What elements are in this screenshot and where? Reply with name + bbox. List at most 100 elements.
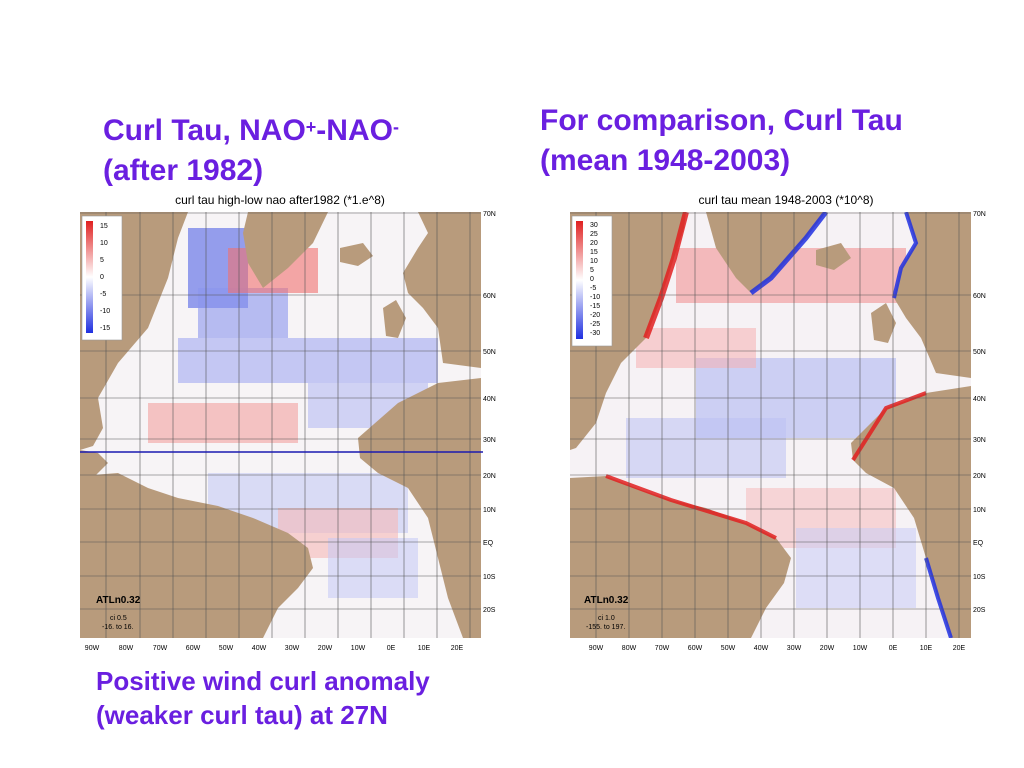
legend-label: -15 xyxy=(590,303,600,310)
lon-label: 20E xyxy=(953,645,966,652)
left-panel-heading: Curl Tau, NAO+-NAO- (after 1982) xyxy=(103,111,463,191)
lat-label: 70N xyxy=(483,211,496,218)
superscript-plus: + xyxy=(305,117,317,137)
legend-label: -30 xyxy=(590,330,600,337)
legend-label: 10 xyxy=(590,258,598,265)
lon-label: 20E xyxy=(451,645,464,652)
lat-label: 60N xyxy=(483,293,496,300)
british-isles-land xyxy=(871,303,896,343)
legend-label: 15 xyxy=(590,249,598,256)
left-map-legend: 15 10 5 0 -5 -10 -15 xyxy=(81,215,123,341)
europe-land xyxy=(403,212,481,368)
model-label: ATLn0.32 xyxy=(584,595,629,606)
africa-land xyxy=(358,378,481,638)
caption-line2: (weaker curl tau) at 27N xyxy=(96,700,388,730)
lon-label: 10E xyxy=(920,645,933,652)
greenland-land xyxy=(706,212,826,293)
south-america-land xyxy=(570,476,791,638)
legend-label: 0 xyxy=(590,276,594,283)
lon-label: 80W xyxy=(119,645,134,652)
lon-label: 70W xyxy=(655,645,670,652)
legend-label: 25 xyxy=(590,231,598,238)
right-map-field xyxy=(570,212,971,638)
right-map-title: curl tau mean 1948-2003 (*10^8) xyxy=(698,193,873,207)
lat-label: 10N xyxy=(483,507,496,514)
model-label: ATLn0.32 xyxy=(96,595,141,606)
bottom-caption: Positive wind curl anomaly (weaker curl t… xyxy=(96,664,496,732)
lon-label: 80W xyxy=(622,645,637,652)
heading-subtext: (after 1982) xyxy=(103,154,264,187)
negative-coastal-band xyxy=(924,557,953,638)
lat-label: 30N xyxy=(973,437,986,444)
heading-text-nao: -NAO xyxy=(316,114,393,147)
heading-text: Curl Tau, NAO xyxy=(103,114,306,147)
lat-label: 20S xyxy=(483,607,496,614)
legend-label: -5 xyxy=(590,285,596,292)
lon-label: 90W xyxy=(85,645,100,652)
lon-label: 90W xyxy=(589,645,604,652)
lat-label: 20N xyxy=(973,473,986,480)
right-map-grid xyxy=(570,212,971,638)
legend-label: 20 xyxy=(590,240,598,247)
left-map-svg: curl tau high-low nao after1982 (*1.e^8) xyxy=(80,193,496,652)
range-label: -16. to 16. xyxy=(102,624,134,631)
positive-anomaly-patch xyxy=(148,403,298,443)
legend-label: 0 xyxy=(100,274,104,281)
left-lat-labels: 70N 60N 50N 40N 30N 20N 10N EQ 10S 20S xyxy=(483,211,496,614)
heading-subtext: (mean 1948-2003) xyxy=(540,144,791,177)
lon-label: 40W xyxy=(754,645,769,652)
lon-label: 30W xyxy=(285,645,300,652)
lat-label: 60N xyxy=(973,293,986,300)
left-map-title: curl tau high-low nao after1982 (*1.e^8) xyxy=(175,193,385,207)
left-map-field xyxy=(80,212,481,638)
lat-label: 40N xyxy=(483,396,496,403)
legend-label: -10 xyxy=(100,308,110,315)
legend-label: 30 xyxy=(590,222,598,229)
legend-label: 10 xyxy=(100,240,108,247)
lat-label: 40N xyxy=(973,396,986,403)
greenland-land xyxy=(243,212,328,288)
positive-curl-patch xyxy=(636,328,756,368)
iceland-land xyxy=(340,243,373,266)
left-lon-labels: 90W 80W 70W 60W 50W 40W 30W 20W 10W 0E 1… xyxy=(85,645,464,652)
lat-label: 70N xyxy=(973,211,986,218)
negative-anomaly-patch xyxy=(178,338,438,383)
legend-label: -25 xyxy=(590,321,600,328)
negative-anomaly-patch xyxy=(328,538,418,598)
right-lon-labels: 90W 80W 70W 60W 50W 40W 30W 20W 10W 0E 1… xyxy=(589,645,966,652)
lon-label: 10W xyxy=(351,645,366,652)
lon-label: 50W xyxy=(219,645,234,652)
south-america-land xyxy=(80,473,313,638)
legend-label: 15 xyxy=(100,223,108,230)
left-map-panel: curl tau high-low nao after1982 (*1.e^8) xyxy=(78,188,498,668)
british-isles-land xyxy=(383,300,406,338)
africa-land xyxy=(851,386,971,638)
lon-label: 70W xyxy=(153,645,168,652)
lon-label: 40W xyxy=(252,645,267,652)
lat-label: 10N xyxy=(973,507,986,514)
legend-label: 5 xyxy=(590,267,594,274)
lat-label: EQ xyxy=(483,540,494,547)
lat-label: 50N xyxy=(483,349,496,356)
negative-curl-patch xyxy=(796,528,916,608)
negative-curl-patch xyxy=(626,418,786,478)
lat-label: 30N xyxy=(483,437,496,444)
heading-text: For comparison, Curl Tau xyxy=(540,104,903,137)
lon-label: 20W xyxy=(820,645,835,652)
contour-interval-label: ci 1.0 xyxy=(598,615,615,622)
lat-label: EQ xyxy=(973,540,984,547)
legend-label: -5 xyxy=(100,291,106,298)
lon-label: 30W xyxy=(787,645,802,652)
right-map-legend: 30 25 20 15 10 5 0 -5 -10 -15 -20 -25 -3… xyxy=(571,215,613,347)
lon-label: 10E xyxy=(418,645,431,652)
contour-interval-label: ci 0.5 xyxy=(110,615,127,622)
lat-label: 10S xyxy=(973,574,986,581)
iceland-land xyxy=(816,243,851,270)
lat-label: 10S xyxy=(483,574,496,581)
lon-label: 20W xyxy=(318,645,333,652)
lat-label: 20N xyxy=(483,473,496,480)
lon-label: 60W xyxy=(688,645,703,652)
right-map-svg: curl tau mean 1948-2003 (*10^8) xyxy=(570,193,986,652)
legend-label: 5 xyxy=(100,257,104,264)
negative-coastal-band xyxy=(892,212,919,299)
